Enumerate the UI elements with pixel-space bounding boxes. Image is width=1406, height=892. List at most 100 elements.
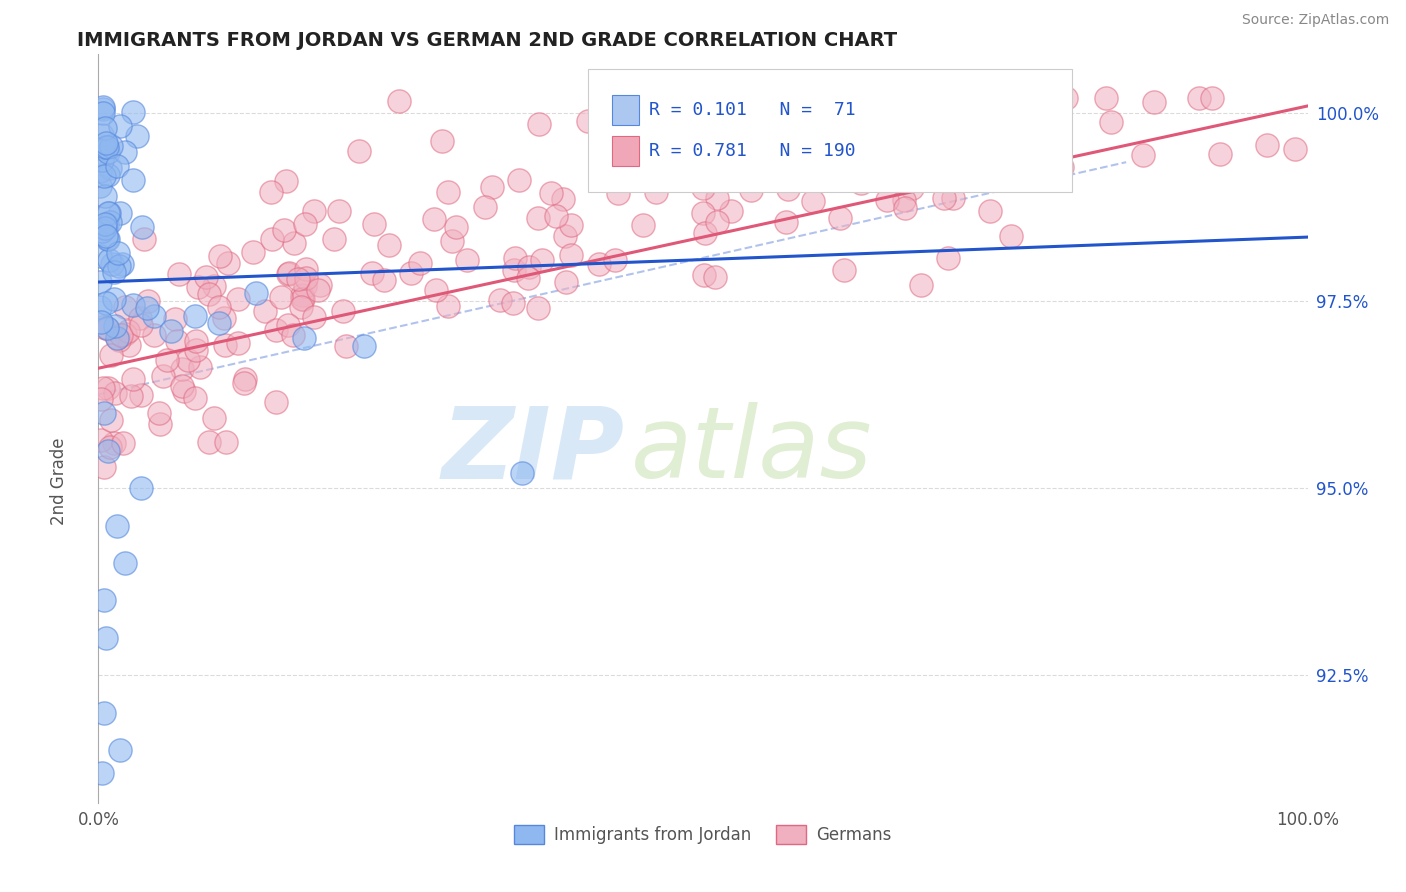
Point	[554, 229, 576, 244]
Point	[1099, 114, 1122, 128]
Point	[93, 460, 115, 475]
Point	[156, 352, 179, 367]
Point	[198, 435, 221, 450]
Point	[775, 215, 797, 229]
Point	[813, 144, 835, 158]
Point	[849, 177, 872, 191]
Point	[105, 331, 128, 345]
Point	[108, 743, 131, 757]
Point	[828, 211, 851, 225]
Point	[105, 518, 128, 533]
Point	[114, 145, 136, 159]
Point	[90, 128, 112, 142]
Point	[295, 270, 318, 285]
Point	[91, 765, 114, 780]
Point	[114, 300, 136, 314]
Point	[89, 275, 111, 289]
Point	[96, 321, 118, 335]
Point	[619, 104, 641, 119]
Point	[93, 593, 115, 607]
Point	[184, 391, 207, 405]
Point	[103, 385, 125, 400]
Point	[96, 136, 118, 151]
Point	[332, 304, 354, 318]
Point	[1024, 91, 1046, 105]
Point	[734, 114, 756, 128]
Point	[650, 169, 672, 184]
Point	[1256, 138, 1278, 153]
Point	[260, 185, 283, 199]
Point	[693, 268, 716, 282]
Point	[1050, 160, 1073, 174]
Point	[957, 141, 980, 155]
Point	[96, 218, 118, 232]
Point	[540, 186, 562, 201]
Point	[1000, 229, 1022, 244]
Point	[93, 169, 115, 184]
Point	[90, 224, 112, 238]
Point	[91, 102, 114, 116]
Point	[226, 335, 249, 350]
Point	[593, 160, 616, 174]
Point	[122, 298, 145, 312]
Point	[481, 179, 503, 194]
Point	[142, 309, 165, 323]
Point	[96, 140, 118, 154]
Point	[932, 192, 955, 206]
Point	[546, 209, 568, 223]
Point	[132, 232, 155, 246]
Point	[706, 191, 728, 205]
Point	[111, 436, 134, 450]
Point	[120, 389, 142, 403]
Point	[91, 106, 114, 120]
Point	[307, 283, 329, 297]
Point	[630, 91, 652, 105]
Point	[97, 205, 120, 219]
Point	[832, 263, 855, 277]
Point	[378, 238, 401, 252]
Point	[706, 215, 728, 229]
Point	[226, 292, 249, 306]
Point	[118, 337, 141, 351]
Point	[631, 218, 654, 232]
Point	[890, 138, 912, 153]
Point	[172, 362, 194, 376]
Point	[555, 275, 578, 289]
Point	[936, 251, 959, 265]
Point	[94, 631, 117, 645]
Point	[295, 261, 318, 276]
Point	[97, 443, 120, 458]
Point	[122, 372, 145, 386]
Point	[292, 292, 315, 306]
Point	[778, 182, 800, 196]
Point	[1014, 91, 1036, 105]
Point	[208, 300, 231, 314]
Point	[177, 352, 200, 367]
Point	[94, 217, 117, 231]
Point	[423, 212, 446, 227]
Point	[262, 232, 284, 246]
Point	[107, 245, 129, 260]
Point	[281, 328, 304, 343]
Point	[128, 311, 150, 326]
Point	[709, 114, 731, 128]
Point	[510, 466, 533, 480]
Point	[508, 172, 530, 186]
Point	[720, 204, 742, 219]
Point	[184, 343, 207, 358]
Point	[167, 267, 190, 281]
Point	[160, 324, 183, 338]
Point	[291, 288, 314, 302]
Point	[560, 218, 582, 232]
Text: 2nd Grade: 2nd Grade	[51, 438, 67, 525]
Point	[965, 95, 987, 109]
Point	[264, 323, 287, 337]
Text: ZIP: ZIP	[441, 402, 624, 500]
Point	[373, 272, 395, 286]
Point	[184, 309, 207, 323]
Point	[233, 372, 256, 386]
Point	[309, 277, 332, 292]
Point	[90, 392, 112, 406]
Point	[214, 338, 236, 352]
Point	[976, 91, 998, 105]
